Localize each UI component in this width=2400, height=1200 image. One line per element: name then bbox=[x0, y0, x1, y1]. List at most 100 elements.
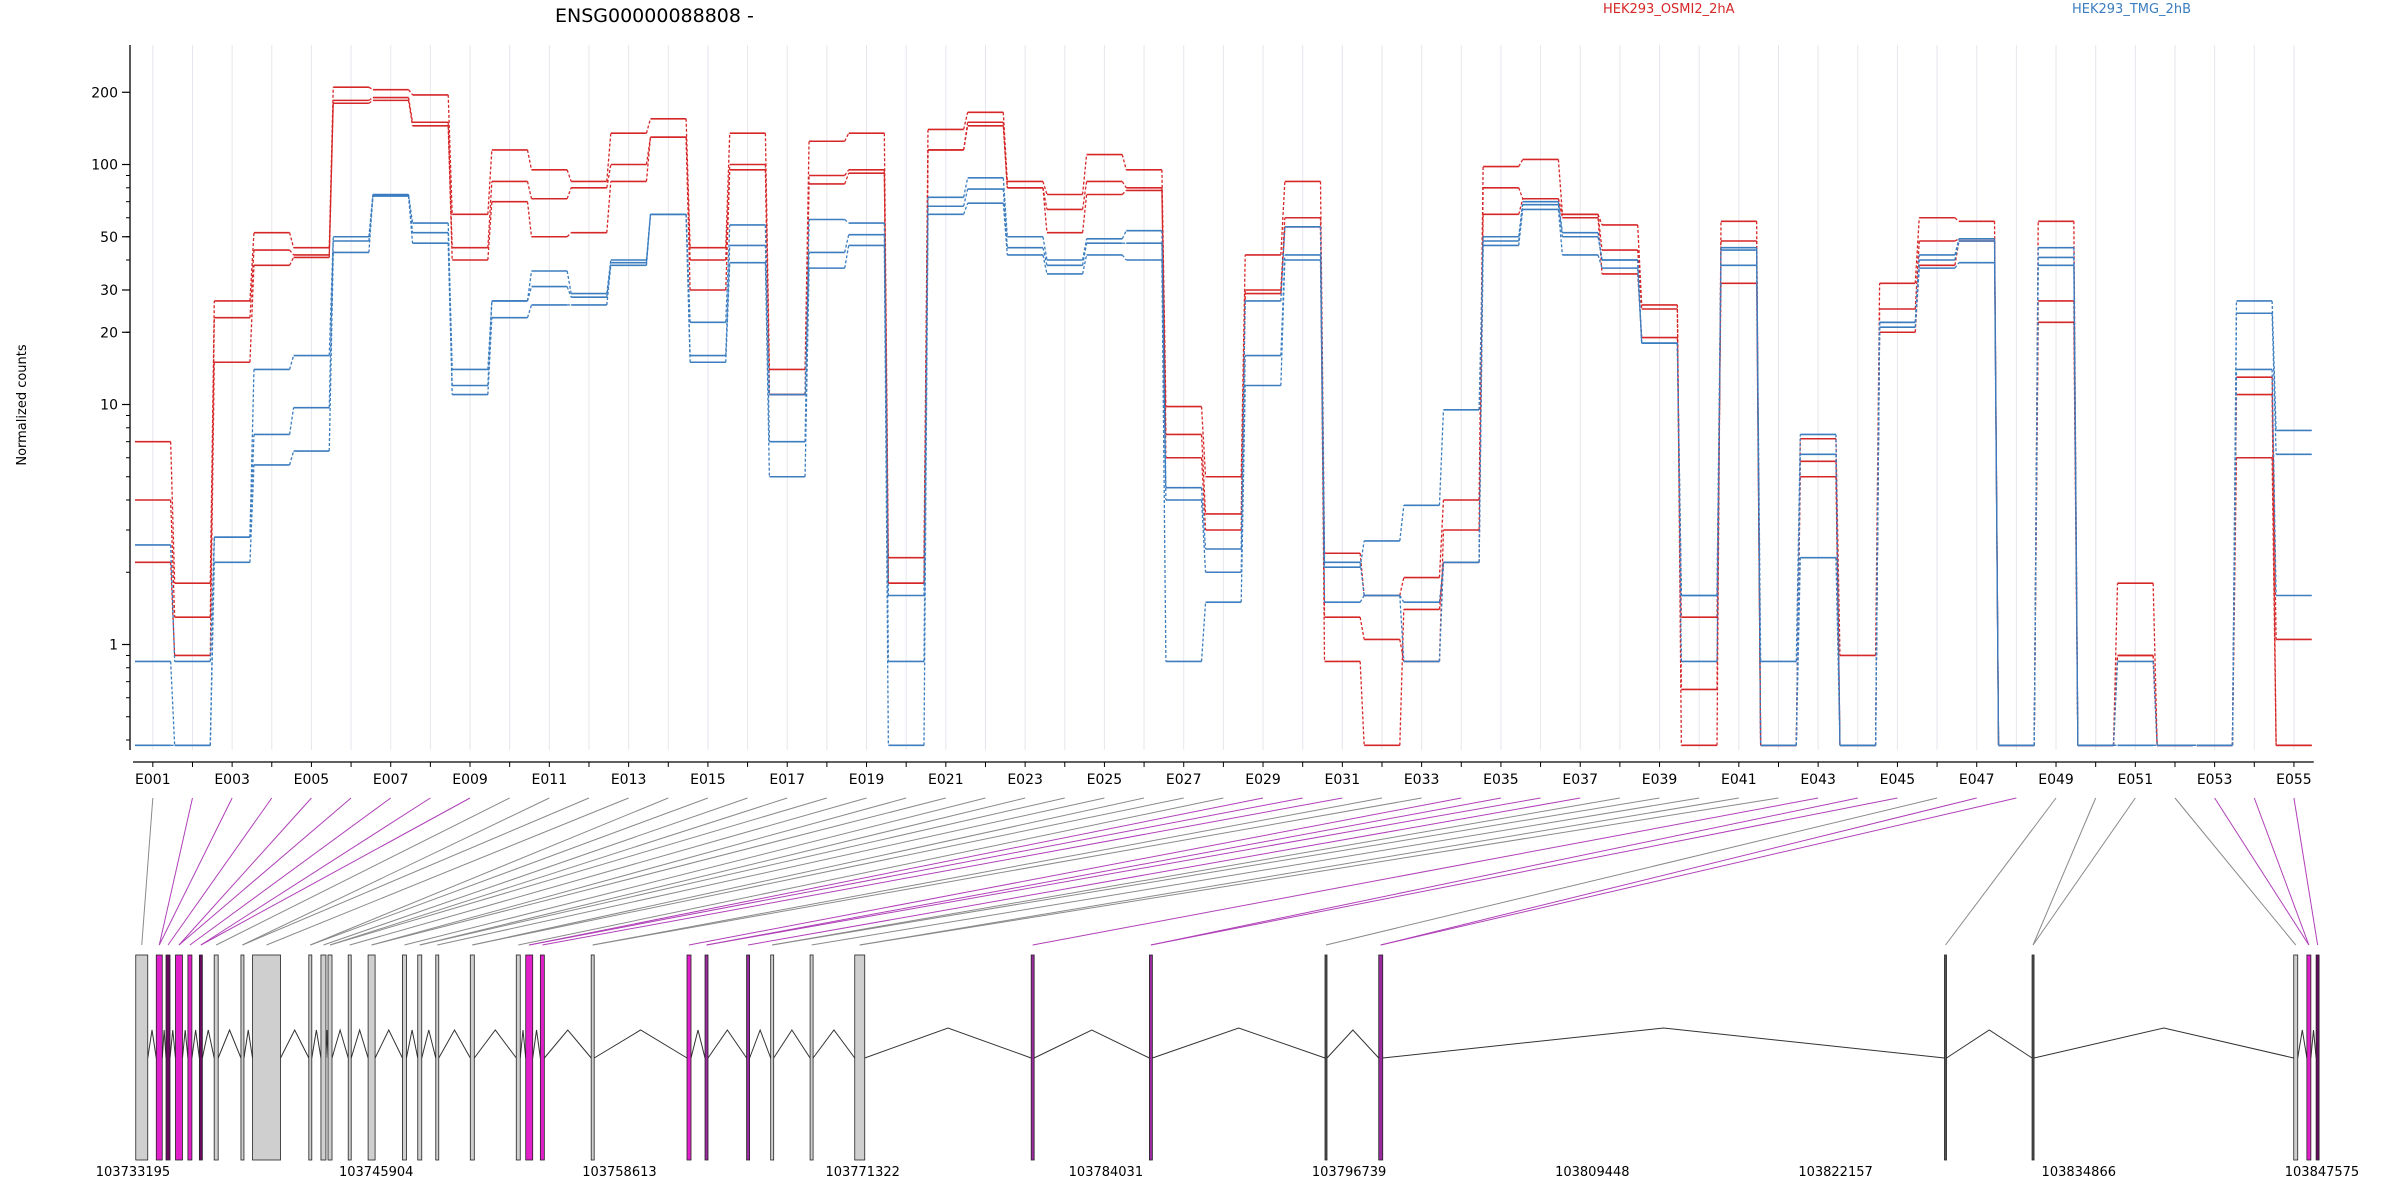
x-tick-label: E055 bbox=[2276, 772, 2312, 788]
series-connector bbox=[526, 270, 533, 302]
x-tick-label: E047 bbox=[1959, 772, 1995, 788]
series-connector bbox=[923, 214, 929, 746]
exon-connector bbox=[592, 797, 1383, 946]
intron-line bbox=[147, 1029, 157, 1059]
exon-connector bbox=[772, 797, 1620, 946]
exon-connector bbox=[419, 797, 1026, 946]
series-connector bbox=[1042, 187, 1048, 233]
series-connector bbox=[1399, 505, 1405, 542]
series-connector bbox=[1518, 198, 1524, 215]
series-connector bbox=[1399, 639, 1405, 662]
series-connector bbox=[1438, 562, 1445, 603]
series-connector bbox=[1200, 406, 1207, 477]
series-connector bbox=[526, 201, 533, 237]
series-connector bbox=[1121, 189, 1127, 195]
series-connector bbox=[1081, 254, 1088, 275]
exon-connector bbox=[371, 797, 946, 946]
exon-box bbox=[240, 954, 245, 1161]
series-connector bbox=[963, 125, 969, 151]
series-connector bbox=[170, 661, 176, 746]
intron-line bbox=[181, 1029, 189, 1059]
exon-connector bbox=[1380, 797, 2017, 946]
intron-line bbox=[749, 1028, 772, 1059]
series-connector bbox=[725, 133, 731, 248]
series-connector bbox=[685, 118, 691, 248]
genome-tick-label: 103745904 bbox=[339, 1165, 413, 1180]
exon-connector bbox=[542, 797, 1343, 946]
exon-box bbox=[347, 954, 352, 1161]
series-connector bbox=[1319, 260, 1326, 603]
series-connector bbox=[526, 286, 533, 302]
series-connector bbox=[1399, 609, 1405, 746]
series-connector bbox=[606, 164, 612, 188]
series-connector bbox=[1438, 499, 1445, 578]
series-connector bbox=[209, 362, 215, 656]
series-connector bbox=[566, 286, 572, 298]
series-connector bbox=[1518, 209, 1524, 246]
intron-line bbox=[2310, 1029, 2317, 1059]
series-connector bbox=[2152, 661, 2158, 746]
series-connector bbox=[1993, 262, 2000, 746]
series-connector bbox=[1002, 125, 1008, 188]
series-connector bbox=[288, 232, 295, 248]
series-connector bbox=[209, 562, 215, 746]
series-connector bbox=[2073, 257, 2079, 746]
series-connector bbox=[1121, 181, 1127, 189]
intron-line bbox=[1382, 1027, 1945, 1059]
intron-line bbox=[593, 1029, 688, 1059]
series-connector bbox=[288, 407, 295, 435]
series-connector bbox=[1121, 154, 1127, 171]
exon-connector bbox=[706, 797, 1541, 946]
intron-line bbox=[217, 1028, 242, 1059]
y-tick-label: 100 bbox=[91, 158, 118, 174]
exon-connector bbox=[706, 797, 1502, 946]
series-connector bbox=[725, 224, 731, 323]
exon-box bbox=[252, 954, 281, 1161]
exon-connector bbox=[2293, 797, 2319, 946]
series-connector bbox=[804, 252, 810, 395]
exon-box bbox=[2306, 954, 2312, 1161]
series-connector bbox=[1676, 343, 1682, 662]
series-connector bbox=[1478, 236, 1484, 410]
series-connector bbox=[1280, 226, 1286, 302]
series-connector bbox=[526, 181, 533, 199]
series-connector bbox=[1121, 254, 1127, 261]
series-connector bbox=[170, 544, 176, 662]
intron-line bbox=[169, 1029, 176, 1059]
series-connector bbox=[328, 103, 334, 258]
x-tick-label: E039 bbox=[1642, 772, 1678, 788]
series-connector bbox=[685, 137, 691, 291]
exon-connector bbox=[200, 797, 431, 946]
series-connector bbox=[1081, 194, 1088, 233]
x-tick-label: E053 bbox=[2197, 772, 2233, 788]
series-connector bbox=[1716, 250, 1722, 662]
intron-line bbox=[280, 1028, 310, 1059]
series-connector bbox=[170, 499, 176, 618]
exon-connector bbox=[859, 797, 1779, 946]
series-connector bbox=[1280, 181, 1286, 255]
genome-tick-label: 103834866 bbox=[2042, 1165, 2116, 1180]
series-connector bbox=[1835, 454, 1841, 746]
exon-connector bbox=[437, 797, 1105, 946]
exon-connector bbox=[215, 797, 510, 946]
series-connector bbox=[1200, 434, 1207, 514]
series-connector bbox=[1438, 409, 1445, 506]
series-connector bbox=[1954, 217, 1960, 222]
intron-line bbox=[1946, 1029, 2033, 1059]
series-connector bbox=[1042, 187, 1048, 210]
series-connector bbox=[923, 149, 929, 584]
exon-box bbox=[213, 954, 219, 1161]
series-connector bbox=[1002, 203, 1008, 255]
series-connector bbox=[725, 169, 731, 291]
series-connector bbox=[249, 464, 255, 563]
genome-axis: 103733195 103745904 103758613 103771322 1037… bbox=[96, 1165, 2359, 1180]
series-connector bbox=[249, 434, 255, 538]
series-connector bbox=[1795, 434, 1801, 662]
series-connector bbox=[1914, 240, 1920, 310]
series-connector bbox=[209, 537, 215, 662]
series-layer bbox=[135, 86, 2312, 747]
series-connector bbox=[1240, 254, 1246, 477]
genome-tick-label: 103796739 bbox=[1312, 1165, 1386, 1180]
series-connector bbox=[447, 125, 453, 261]
series-connector bbox=[963, 177, 969, 198]
